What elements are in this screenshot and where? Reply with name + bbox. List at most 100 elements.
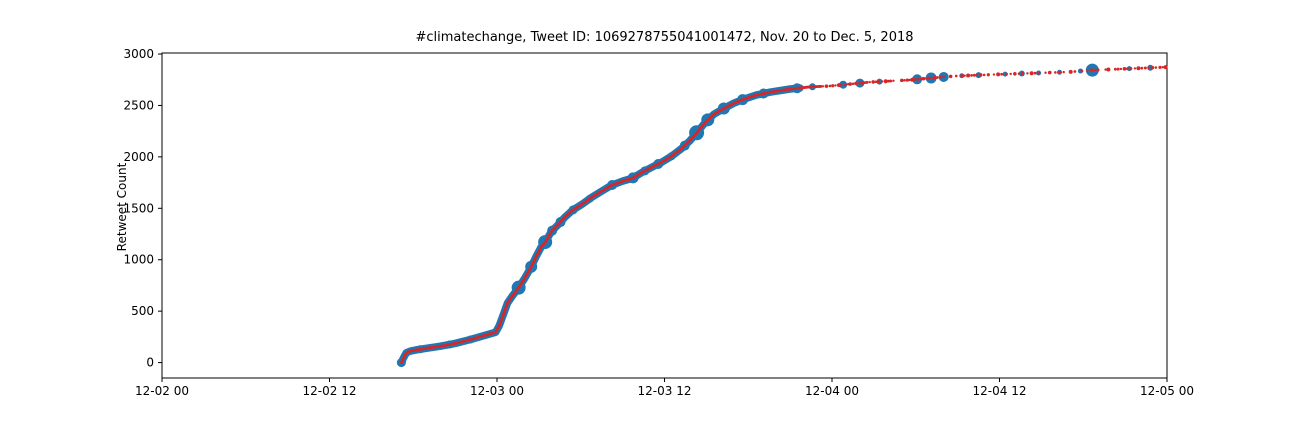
retweet-dot-red <box>1086 69 1089 72</box>
retweet-dot-red <box>1057 70 1062 74</box>
retweet-dot-red <box>1116 67 1120 71</box>
retweet-dot-red <box>1073 70 1077 73</box>
retweet-dot-red <box>1068 69 1073 74</box>
y-tick-label: 0 <box>146 356 154 370</box>
retweet-dot-red <box>834 84 837 87</box>
retweet-dot-red <box>970 73 973 77</box>
retweet-scatter-band-blue <box>397 84 804 367</box>
retweet-dot-red <box>874 80 878 84</box>
retweet-dot-red <box>831 84 835 88</box>
x-tick-label: 12-03 00 <box>470 384 524 398</box>
retweet-dot-red <box>1080 69 1084 73</box>
retweet-dot-red <box>954 74 958 78</box>
y-tick-label: 1500 <box>123 201 154 215</box>
retweet-dot-red <box>839 83 843 87</box>
retweet-scatter-point-blue <box>839 80 848 89</box>
retweet-dot-red <box>910 77 915 82</box>
retweet-dot-red <box>889 79 893 83</box>
retweet-dot-red <box>916 77 920 81</box>
retweet-dot-red <box>1017 72 1021 75</box>
retweet-dot-red <box>1154 66 1158 69</box>
retweet-dot-red <box>908 78 911 82</box>
retweet-dot-red <box>1013 71 1017 76</box>
retweet-dot-red <box>919 77 922 81</box>
y-tick-label: 500 <box>131 304 154 318</box>
retweet-dot-red <box>1163 65 1168 70</box>
retweet-dot-red <box>1119 67 1123 71</box>
x-tick-label: 12-02 12 <box>303 384 357 398</box>
y-tick-label: 3000 <box>123 47 154 61</box>
retweet-dot-red <box>828 84 832 88</box>
retweet-dot-red <box>927 76 931 80</box>
retweet-dot-red <box>848 82 852 86</box>
retweet-dot-red <box>986 73 990 77</box>
retweet-dot-red <box>1125 67 1129 71</box>
retweet-dot-red <box>982 73 986 77</box>
retweet-dot-red <box>1054 71 1057 74</box>
x-tick-label: 12-04 00 <box>805 384 859 398</box>
retweet-dot-red <box>1133 67 1137 70</box>
retweet-dot-red <box>1158 65 1162 69</box>
retweet-dot-red <box>899 78 904 83</box>
x-tick-label: 12-05 00 <box>1140 384 1194 398</box>
retweet-dot-red <box>963 74 966 77</box>
retweet-dot-red <box>924 77 928 80</box>
retweet-dot-red <box>1093 68 1097 72</box>
retweet-dot-red <box>858 81 861 85</box>
x-tick-label: 12-04 12 <box>973 384 1027 398</box>
retweet-dot-red <box>1143 66 1147 70</box>
retweet-dot-red <box>1113 67 1117 71</box>
x-tick-label: 12-03 12 <box>638 384 692 398</box>
retweet-dot-red <box>1136 66 1141 71</box>
retweet-dot-red <box>972 73 976 77</box>
y-tick-label: 2000 <box>123 150 154 164</box>
retweet-dot-red <box>1047 70 1052 75</box>
retweet-dot-red <box>887 79 890 83</box>
retweet-dot-red <box>905 78 909 82</box>
retweet-dot-red <box>1150 65 1155 70</box>
retweet-dot-red <box>1129 66 1133 71</box>
retweet-dot-red <box>860 80 865 85</box>
retweet-dot-red <box>939 75 943 79</box>
retweet-dot-red <box>1122 67 1127 71</box>
retweet-dot-red <box>942 75 945 79</box>
retweet-dot-red <box>921 76 926 81</box>
retweet-dot-red <box>818 84 822 88</box>
retweet-dot-red <box>881 80 884 83</box>
retweet-curve-red <box>399 84 823 364</box>
retweet-dot-red <box>877 80 881 84</box>
retweet-dot-red <box>1147 66 1151 70</box>
retweet-dot-red <box>960 74 964 78</box>
retweet-dot-red <box>966 73 971 78</box>
x-tick-label: 12-02 00 <box>135 384 189 398</box>
retweet-dot-red <box>932 75 937 80</box>
retweet-dot-red <box>854 81 858 86</box>
retweet-dot-red <box>1161 66 1165 69</box>
retweet-dot-red <box>824 84 829 88</box>
retweet-dot-red <box>843 83 847 87</box>
retweet-dot-red <box>851 82 855 86</box>
retweet-dot-red <box>978 73 983 77</box>
retweet-dot-red <box>868 80 871 84</box>
retweet-dot-red <box>871 80 875 84</box>
y-axis-label: Retweet Count <box>115 162 129 252</box>
retweet-dot-red <box>996 72 1001 77</box>
retweet-dot-red <box>1026 72 1029 75</box>
retweet-dot-red <box>1106 67 1111 72</box>
y-tick-label: 1000 <box>123 253 154 267</box>
retweet-dot-red <box>1089 68 1094 72</box>
retweet-dot-red <box>865 80 869 84</box>
retweet-dot-red <box>975 73 979 77</box>
retweet-dot-red <box>913 78 917 81</box>
retweet-dot-red <box>903 78 906 82</box>
retweet-dot-red <box>935 76 939 79</box>
retweet-dot-red <box>1009 72 1012 76</box>
retweet-dot-red <box>1020 71 1025 76</box>
retweet-dot-red <box>1000 72 1003 76</box>
retweet-dot-red <box>948 74 953 79</box>
retweet-dot-red <box>1037 71 1041 75</box>
retweet-dot-red <box>930 76 934 80</box>
retweet-dot-red <box>1004 72 1008 76</box>
retweet-dot-red <box>1062 70 1065 74</box>
